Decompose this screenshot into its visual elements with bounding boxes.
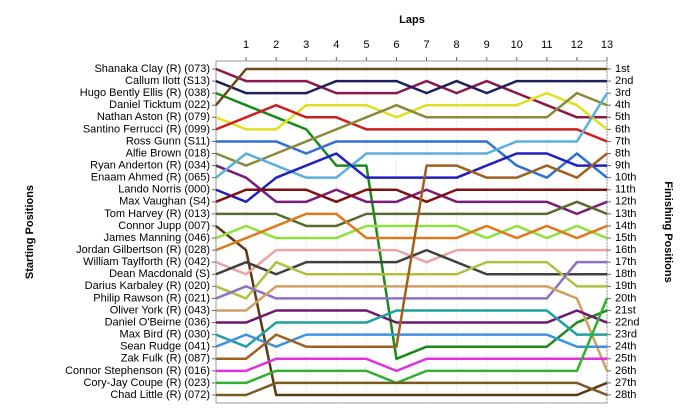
legend-label: Alfie Brown (018) — [126, 147, 210, 159]
legend-label: Max Bird (R) (030) — [120, 329, 210, 341]
x-tick-label: 3 — [303, 39, 309, 51]
x-tick-label: 11 — [541, 39, 552, 51]
series-line — [216, 297, 609, 385]
legend-label: Shanaka Clay (R) (073) — [94, 63, 210, 75]
legend-label: Philip Rawson (R) (021) — [93, 292, 210, 304]
x-tick-label: 6 — [393, 39, 399, 51]
legend-label: Jordan Gilbertson (R) (028) — [76, 244, 210, 256]
y2-tick-label: 28th — [615, 389, 636, 401]
series-line — [216, 200, 608, 228]
legend-label: Max Vaughan (S4) — [119, 196, 210, 208]
legend-label: Ryan Anderton (R) (034) — [90, 159, 210, 171]
legend-label: Dean Macdonald (S) — [109, 268, 210, 280]
y2-tick-label: 2nd — [615, 75, 633, 87]
legend-label: Sean Rudge (041) — [120, 341, 210, 353]
y2-tick-label: 14th — [615, 220, 636, 232]
series-line — [215, 212, 608, 252]
x-tick-label: 1 — [243, 39, 249, 51]
y2-tick-label: 21st — [615, 304, 636, 316]
series-line — [215, 92, 609, 179]
series-line — [215, 260, 607, 300]
series-line — [215, 224, 608, 397]
legend-label: Santino Ferrucci (R) (099) — [83, 123, 210, 135]
legend-label: Nathan Aston (R) (079) — [97, 111, 210, 123]
series-line — [215, 188, 607, 204]
y2-tick-label: 18th — [615, 268, 636, 280]
y2-tick-label: 4th — [615, 99, 630, 111]
x-tick-label: 8 — [454, 39, 460, 51]
legend-label: Enaam Ahmed (R) (065) — [91, 172, 210, 184]
legend-label: Darius Karbaley (R) (020) — [85, 280, 210, 292]
x-tick-label: 10 — [511, 39, 523, 51]
y2-tick-label: 1st — [615, 63, 630, 75]
y2-tick-label: 15th — [615, 232, 636, 244]
y2-tick-label: 10th — [615, 172, 636, 184]
chart-title: Laps — [399, 14, 425, 26]
legend-label: Cory-Jay Coupe (R) (023) — [83, 377, 210, 389]
legend-label: Zak Fulk (R) (087) — [121, 353, 210, 365]
legend-label: Chad Little (R) (072) — [110, 389, 210, 401]
series-line — [215, 91, 608, 361]
series-line — [216, 309, 608, 324]
y2-tick-label: 20th — [615, 292, 636, 304]
legend-label: Daniel Ticktum (022) — [109, 99, 210, 111]
series-line — [215, 224, 608, 240]
y2-axis-title: Finishing Positions — [662, 181, 674, 282]
series-line — [215, 260, 607, 300]
legend-label: Ross Gunn (S11) — [126, 135, 210, 147]
legend-label: Lando Norris (000) — [118, 184, 210, 196]
legend-label: Oliver York (R) (043) — [110, 304, 210, 316]
y2-tick-label: 22nd — [615, 316, 639, 328]
series-line — [215, 67, 607, 107]
series-line — [215, 103, 608, 143]
y2-tick-label: 6th — [615, 123, 630, 135]
legend-label: Connor Stephenson (R) (016) — [65, 365, 210, 377]
series-line — [215, 309, 607, 348]
x-tick-label: 2 — [273, 39, 279, 51]
legend-label: William Taylforth (R) (042) — [83, 256, 210, 268]
legend-label: James Manning (046) — [104, 232, 210, 244]
y2-tick-label: 5th — [615, 111, 630, 123]
y2-tick-label: 19th — [615, 280, 636, 292]
y2-tick-label: 11th — [615, 184, 636, 196]
legend-label: Connor Jupp (007) — [118, 220, 210, 232]
y2-tick-label: 26th — [615, 365, 636, 377]
x-tick-label: 13 — [601, 39, 613, 51]
legend-label: Daniel O'Beirne (036) — [105, 316, 210, 328]
series-line — [216, 381, 608, 397]
y2-tick-label: 7th — [615, 135, 630, 147]
y2-tick-label: 12th — [615, 196, 636, 208]
series-line — [216, 140, 608, 179]
legend-label: Callum Ilott (S13) — [125, 75, 210, 87]
y2-tick-label: 24th — [615, 341, 636, 353]
series-line — [216, 152, 608, 361]
series-line — [216, 357, 607, 373]
x-tick-label: 5 — [363, 39, 369, 51]
legend-label: Tom Harvey (R) (013) — [104, 208, 210, 220]
y2-tick-label: 23rd — [615, 329, 637, 341]
series-line — [215, 333, 607, 348]
y2-tick-label: 17th — [615, 256, 636, 268]
y2-tick-label: 25th — [615, 353, 636, 365]
y2-tick-label: 27th — [615, 377, 636, 389]
y2-tick-label: 3rd — [615, 87, 631, 99]
x-tick-label: 9 — [484, 39, 490, 51]
x-tick-label: 12 — [571, 39, 583, 51]
series-line — [215, 152, 607, 204]
y2-tick-label: 13th — [615, 208, 636, 220]
y2-tick-label: 9th — [615, 159, 630, 171]
y2-tick-label: 8th — [615, 147, 630, 159]
legend-label: Hugo Bently Ellis (R) (038) — [80, 87, 210, 99]
x-tick-label: 4 — [333, 39, 339, 51]
x-tick-label: 7 — [423, 39, 429, 51]
series-line — [215, 91, 608, 167]
y-axis-title: Starting Positions — [24, 185, 36, 279]
series-line — [215, 79, 607, 95]
y2-tick-label: 16th — [615, 244, 636, 256]
series-line — [216, 285, 609, 372]
